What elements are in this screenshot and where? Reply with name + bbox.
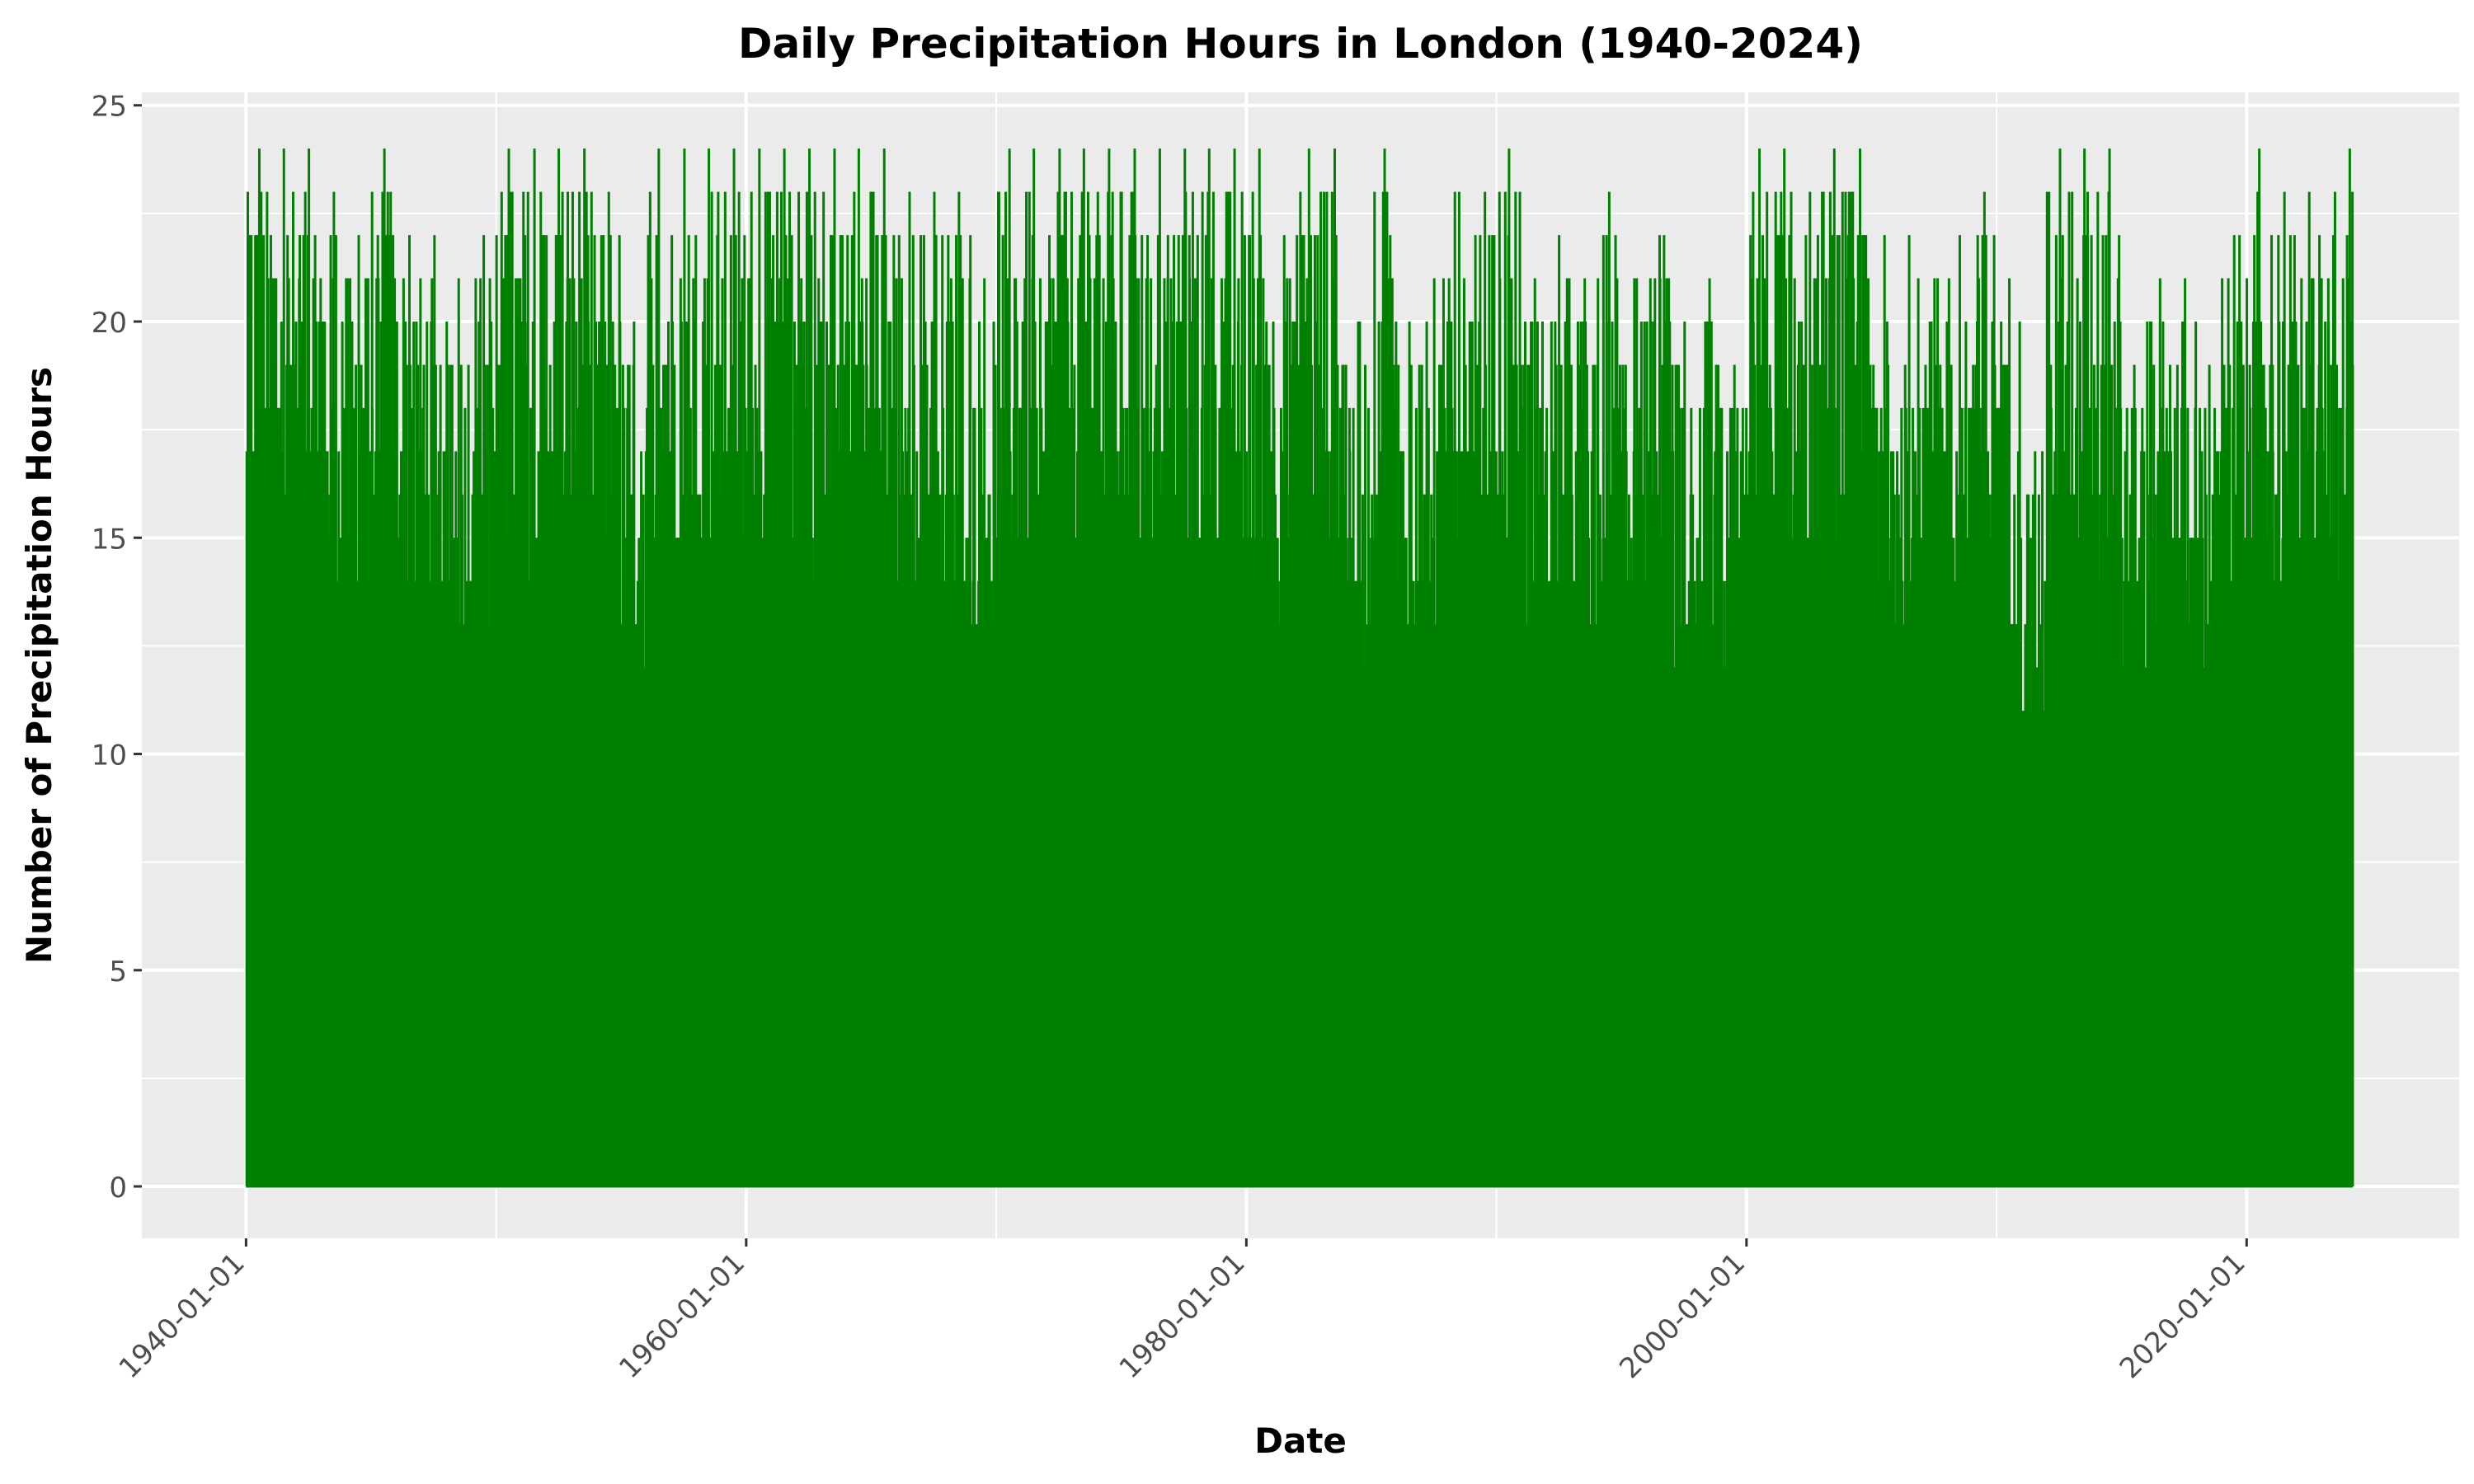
x-axis-title: Date — [1254, 1421, 1347, 1461]
y-tick-label: 10 — [92, 740, 127, 773]
y-tick-label: 5 — [109, 956, 127, 989]
x-tick-label: 2020-01-01 — [2114, 1247, 2252, 1385]
x-tick-label: 1960-01-01 — [613, 1247, 751, 1385]
y-tick-label: 0 — [109, 1172, 127, 1205]
x-tick-label: 2000-01-01 — [1613, 1247, 1752, 1385]
series-layer — [245, 148, 2354, 1188]
chart-title: Daily Precipitation Hours in London (194… — [738, 20, 1863, 68]
x-axis: 1940-01-01 1960-01-01 1980-01-01 2000-01-01… — [113, 1238, 2252, 1385]
y-tick-label: 20 — [92, 307, 127, 340]
x-tick-label: 1940-01-01 — [113, 1247, 252, 1385]
y-axis: 0 5 10 15 20 25 — [92, 91, 142, 1205]
y-axis-title: Number of Precipitation Hours — [19, 367, 59, 964]
y-tick-label: 15 — [92, 523, 127, 556]
y-tick-label: 25 — [92, 91, 127, 124]
x-tick-label: 1980-01-01 — [1113, 1247, 1252, 1385]
